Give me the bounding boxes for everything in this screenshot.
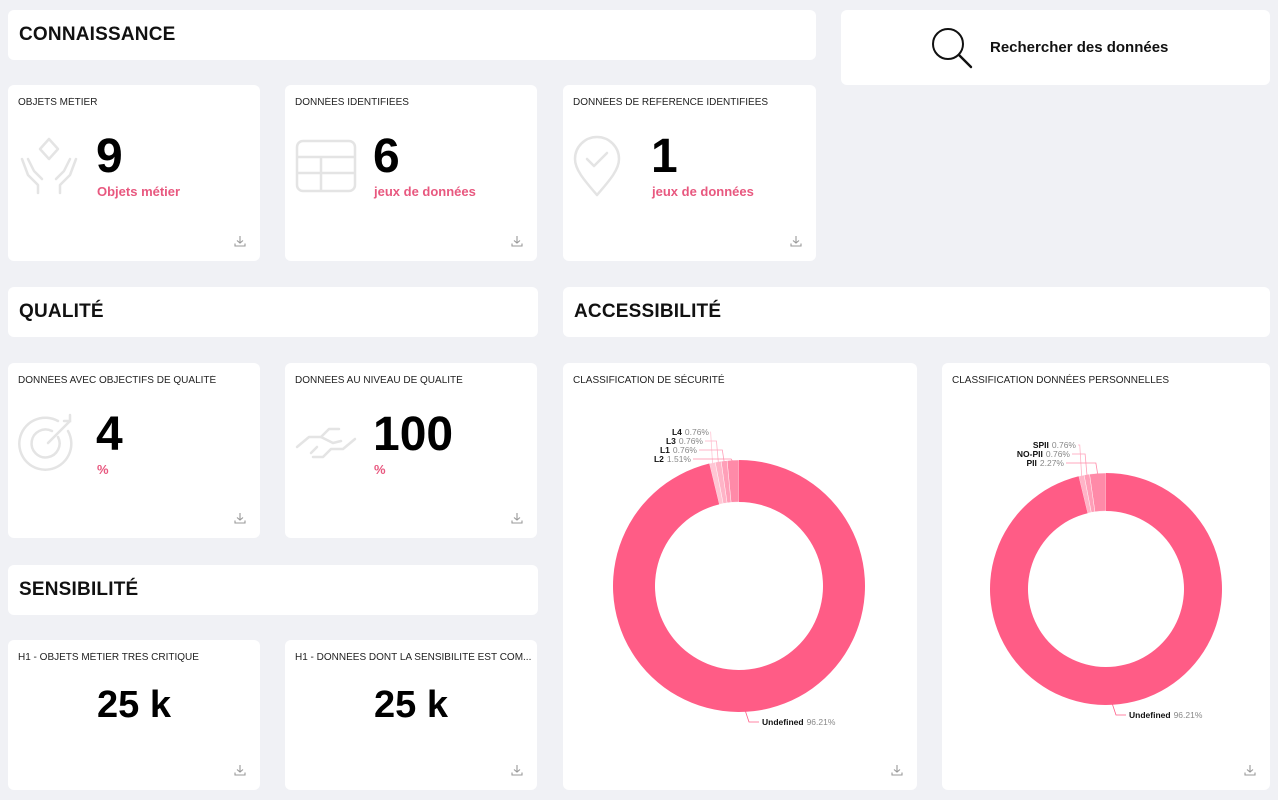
donut-chart-securite: L4 0.76%L3 0.76%L1 0.76%L2 1.51% Undefined 96.… <box>613 427 865 727</box>
section-qualite: QUALITÉ <box>8 287 538 337</box>
slice-label: Undefined 96.21% <box>762 717 836 727</box>
kpi-value: 6 <box>373 130 400 183</box>
kpi-label: OBJETS MÉTIER <box>18 97 98 108</box>
leader-line <box>705 440 719 464</box>
chart-title: CLASSIFICATION DONNÉES PERSONNELLES <box>952 375 1170 386</box>
section-title: QUALITÉ <box>19 301 104 322</box>
slice-label: Undefined 96.21% <box>1129 710 1203 720</box>
location-check-icon <box>573 135 621 197</box>
kpi-label: DONNÉES IDENTIFIÉES <box>295 97 409 108</box>
leader-line <box>693 458 734 463</box>
kpi-label: DONNÉES DE RÉFÉRENCE IDENTIFIÉES <box>573 97 769 108</box>
kpi-value: 9 <box>96 130 123 183</box>
download-icon[interactable] <box>891 764 903 776</box>
donut-slice-undefined[interactable] <box>990 473 1222 705</box>
slice-label: NO-PII 0.76% <box>1017 449 1071 459</box>
hands-diamond-icon <box>20 137 78 195</box>
kpi-label: DONNÉES AVEC OBJECTIFS DE QUALITÉ <box>18 375 217 386</box>
donut-slice-l1[interactable] <box>720 460 732 504</box>
chart-card-personnelles[interactable]: CLASSIFICATION DONNÉES PERSONNELLES SPII… <box>942 363 1270 790</box>
kpi-unit: jeux de données <box>652 184 754 199</box>
slice-label: SPII 0.76% <box>1033 440 1077 450</box>
leader-line <box>710 431 714 465</box>
kpi-unit: % <box>97 462 109 477</box>
section-connaissance: CONNAISSANCE <box>8 10 816 60</box>
search-icon <box>932 28 973 69</box>
slice-label: L2 1.51% <box>654 454 691 464</box>
kpi-value: 100 <box>373 408 454 461</box>
donut-slice-l3[interactable] <box>714 461 728 504</box>
leader-line <box>744 709 759 723</box>
table-icon <box>295 139 357 193</box>
chart-title: CLASSIFICATION DE SÉCURITÉ <box>573 375 725 386</box>
kpi-card-donnees-reference[interactable]: DONNÉES DE RÉFÉRENCE IDENTIFIÉES 1 jeux … <box>563 85 816 261</box>
kpi-value: 25 k <box>97 684 171 726</box>
section-title: ACCESSIBILITÉ <box>574 301 722 322</box>
leader-line <box>1066 462 1099 476</box>
slice-label: L3 0.76% <box>666 436 703 446</box>
kpi-unit: % <box>374 462 386 477</box>
kpi-label: H1 - OBJETS MÉTIER TRÈS CRITIQUE <box>18 652 199 663</box>
download-icon[interactable] <box>234 764 246 776</box>
download-icon[interactable] <box>511 764 523 776</box>
section-title: SENSIBILITÉ <box>19 579 139 600</box>
kpi-card-objectifs-qualite[interactable]: DONNÉES AVEC OBJECTIFS DE QUALITÉ 4 % <box>8 363 260 538</box>
slice-label: PII 2.27% <box>1026 458 1064 468</box>
kpi-label: H1 - DONNÉES DONT LA SENSIBILITÉ EST COM… <box>295 652 532 663</box>
kpi-label: DONNÉES AU NIVEAU DE QUALITÉ <box>295 375 463 386</box>
kpi-unit: Objets métier <box>97 184 181 199</box>
target-icon <box>18 413 73 471</box>
search-label: Rechercher des données <box>990 39 1169 56</box>
kpi-unit: jeux de données <box>374 184 476 199</box>
kpi-card-objets-metier[interactable]: OBJETS MÉTIER 9 Objets métier <box>8 85 260 261</box>
leader-line <box>1078 444 1083 478</box>
download-icon[interactable] <box>234 512 246 524</box>
download-icon[interactable] <box>511 235 523 247</box>
kpi-card-niveau-qualite[interactable]: DONNÉES AU NIVEAU DE QUALITÉ 100 % <box>285 363 537 538</box>
handshake-icon <box>295 427 357 459</box>
leader-line <box>699 449 725 463</box>
kpi-value: 25 k <box>374 684 448 726</box>
section-title: CONNAISSANCE <box>19 24 176 45</box>
kpi-value: 1 <box>651 130 678 183</box>
search-button[interactable]: Rechercher des données <box>841 10 1270 85</box>
donut-slice-l4[interactable] <box>709 462 724 505</box>
donut-slice-undefined[interactable] <box>613 460 865 712</box>
kpi-card-donnees-identifiees[interactable]: DONNÉES IDENTIFIÉES 6 jeux de données <box>285 85 537 261</box>
section-sensibilite: SENSIBILITÉ <box>8 565 538 615</box>
donut-slice-spii[interactable] <box>1078 474 1092 514</box>
section-accessibilite: ACCESSIBILITÉ <box>563 287 1270 337</box>
donut-chart-personnelles: SPII 0.76%NO-PII 0.76%PII 2.27% Undefined 96.… <box>990 440 1222 720</box>
chart-card-securite[interactable]: CLASSIFICATION DE SÉCURITÉ L4 0.76% L3 0.76… <box>563 363 917 790</box>
download-icon[interactable] <box>790 235 802 247</box>
kpi-card-h1-donnees[interactable]: H1 - DONNÉES DONT LA SENSIBILITÉ EST COM… <box>285 640 537 790</box>
kpi-card-h1-objets[interactable]: H1 - OBJETS MÉTIER TRÈS CRITIQUE 25 k <box>8 640 260 790</box>
download-icon[interactable] <box>1244 764 1256 776</box>
leader-line <box>1111 702 1126 716</box>
leader-line <box>1072 453 1088 477</box>
kpi-value: 4 <box>96 408 123 461</box>
download-icon[interactable] <box>234 235 246 247</box>
slice-label: L1 0.76% <box>660 445 697 455</box>
slice-label: L4 0.76% <box>672 427 709 437</box>
donut-slice-no-pii[interactable] <box>1083 473 1096 513</box>
download-icon[interactable] <box>511 512 523 524</box>
